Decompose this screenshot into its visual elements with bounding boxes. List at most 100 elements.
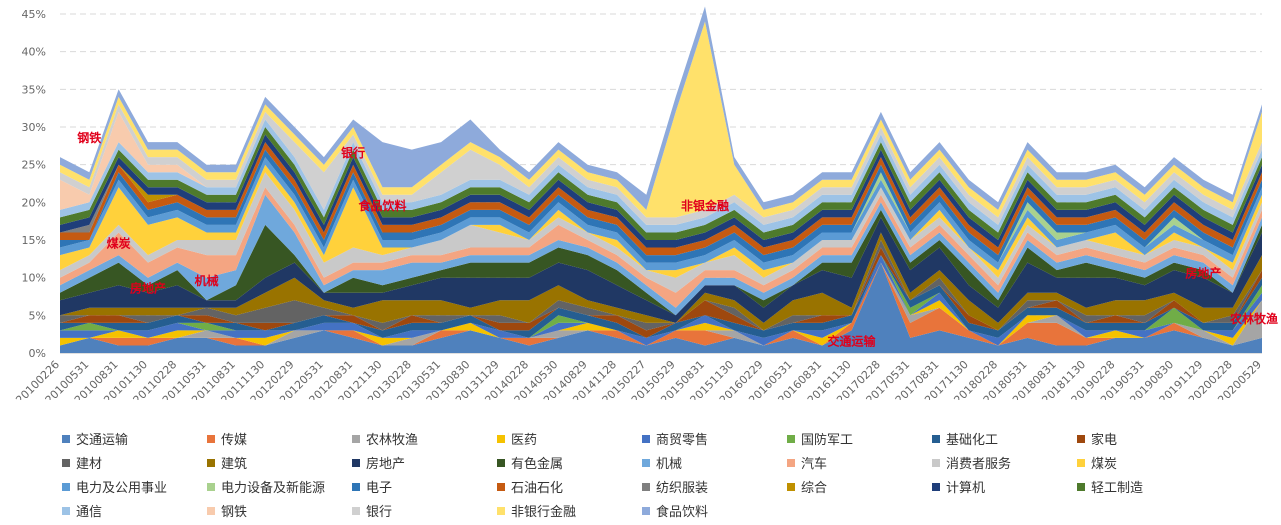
legend-swatch [1077,458,1085,467]
series-area [60,217,1262,323]
legend-label: 轻工制造 [1091,481,1144,496]
legend-label: 基础化工 [946,433,999,448]
legend-swatch [62,434,70,443]
series-area [60,240,1262,331]
annotation-label: 非银金融 [681,198,729,213]
series-area [60,255,1262,338]
series-area [60,172,1262,293]
legend-label: 非银行金融 [511,505,577,520]
series-area [60,187,1262,308]
legend-item: 钢铁 [207,500,352,521]
legend-swatch [207,506,215,515]
legend-item: 建材 [62,452,207,473]
legend-label: 商贸零售 [656,433,709,448]
series-area [60,262,1262,346]
legend-label: 农林牧渔 [366,433,419,448]
legend-item: 电力及公用事业 [62,476,207,497]
legend-item: 电力设备及新能源 [207,476,352,497]
legend-item: 消费者服务 [932,452,1077,473]
legend-item: 医药 [497,428,642,449]
legend-item: 基础化工 [932,428,1077,449]
legend-label: 纺织服装 [656,481,709,496]
y-tick-label: 20% [22,196,46,209]
series-area [60,21,1262,218]
legend-swatch [1077,482,1085,491]
y-tick-label: 10% [22,272,46,285]
series-area [60,262,1262,353]
legend-label: 电力设备及新能源 [221,481,326,496]
legend-swatch [497,458,505,467]
legend-item: 轻工制造 [1077,476,1222,497]
legend-swatch [642,434,650,443]
legend-item: 通信 [62,500,207,521]
y-tick-label: 15% [22,234,46,247]
legend-label: 房地产 [366,457,406,472]
legend-item: 有色金属 [497,452,642,473]
legend-item: 机械 [642,452,787,473]
legend-swatch [787,482,795,491]
y-tick-label: 0% [29,347,46,360]
legend-swatch [62,506,70,515]
legend-item: 非银行金融 [497,500,642,521]
legend-label: 石油石化 [511,481,564,496]
legend-swatch [207,458,215,467]
legend-label: 综合 [801,481,828,496]
legend-label: 有色金属 [511,457,564,472]
legend-label: 银行 [366,505,393,520]
legend-item: 汽车 [787,452,932,473]
legend-item: 家电 [1077,428,1222,449]
series-areas [60,6,1262,353]
legend-label: 电力及公用事业 [76,481,168,496]
legend-item: 银行 [352,500,497,521]
y-tick-label: 40% [22,46,46,59]
y-tick-label: 5% [29,309,46,322]
legend-swatch [787,434,795,443]
legend-swatch [207,482,215,491]
legend-swatch [352,458,360,467]
legend-item: 农林牧渔 [352,428,497,449]
series-area [60,255,1262,346]
annotation-label: 房地产 [130,281,166,296]
annotation-label: 农林牧渔 [1229,311,1278,326]
legend-item: 交通运输 [62,428,207,449]
series-area [60,232,1262,331]
legend-item: 石油石化 [497,476,642,497]
legend-swatch [207,434,215,443]
legend-item: 煤炭 [1077,452,1222,473]
legend-swatch [1077,434,1085,443]
legend-label: 电子 [366,481,393,496]
legend-swatch [497,434,505,443]
series-area [60,104,1262,225]
legend-swatch [352,506,360,515]
legend-label: 消费者服务 [946,457,1012,472]
legend-swatch [497,506,505,515]
legend-label: 国防军工 [801,433,854,448]
annotation-label: 机械 [195,273,219,288]
legend-label: 食品饮料 [656,505,709,520]
legend-swatch [642,506,650,515]
series-area [60,194,1262,316]
legend-label: 医药 [511,433,538,448]
legend-label: 钢铁 [221,505,248,520]
legend-item: 商贸零售 [642,428,787,449]
x-axis-ticks: 2010022620100531201008312010113020110228… [13,358,1264,400]
series-area [60,6,1262,210]
legend-item: 传媒 [207,428,352,449]
legend-label: 建材 [76,457,103,472]
annotation-label: 交通运输 [828,333,877,348]
legend-label: 交通运输 [76,433,129,448]
legend-swatch [932,434,940,443]
legend-item: 综合 [787,476,932,497]
y-axis-ticks: 0% 5% 10% 15% 20% 25% 30% 35% 40% 45% [22,8,46,360]
legend-swatch [932,482,940,491]
legend-swatch [642,458,650,467]
legend-label: 建筑 [221,457,248,472]
legend-label: 汽车 [801,457,828,472]
series-area [60,262,1262,346]
y-tick-label: 45% [22,8,46,21]
legend-label: 家电 [1091,433,1118,448]
legend-item: 纺织服装 [642,476,787,497]
legend-label: 通信 [76,505,103,520]
annotation-label: 房地产 [1185,266,1221,281]
